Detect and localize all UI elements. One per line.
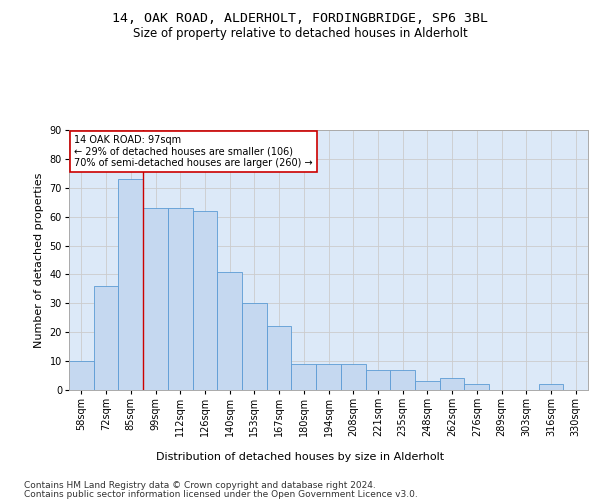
Bar xyxy=(464,384,489,390)
Y-axis label: Number of detached properties: Number of detached properties xyxy=(34,172,44,348)
Bar xyxy=(242,304,267,390)
Text: Contains public sector information licensed under the Open Government Licence v3: Contains public sector information licen… xyxy=(24,490,418,499)
Bar xyxy=(292,364,316,390)
Bar xyxy=(539,384,563,390)
Bar xyxy=(415,382,440,390)
Bar xyxy=(69,361,94,390)
Bar xyxy=(365,370,390,390)
Text: 14 OAK ROAD: 97sqm
← 29% of detached houses are smaller (106)
70% of semi-detach: 14 OAK ROAD: 97sqm ← 29% of detached hou… xyxy=(74,135,313,168)
Bar xyxy=(143,208,168,390)
Bar xyxy=(341,364,365,390)
Text: Distribution of detached houses by size in Alderholt: Distribution of detached houses by size … xyxy=(156,452,444,462)
Bar xyxy=(440,378,464,390)
Bar xyxy=(94,286,118,390)
Bar xyxy=(118,179,143,390)
Bar xyxy=(267,326,292,390)
Text: 14, OAK ROAD, ALDERHOLT, FORDINGBRIDGE, SP6 3BL: 14, OAK ROAD, ALDERHOLT, FORDINGBRIDGE, … xyxy=(112,12,488,26)
Bar xyxy=(390,370,415,390)
Text: Size of property relative to detached houses in Alderholt: Size of property relative to detached ho… xyxy=(133,28,467,40)
Bar xyxy=(193,211,217,390)
Bar xyxy=(168,208,193,390)
Bar xyxy=(217,272,242,390)
Bar xyxy=(316,364,341,390)
Text: Contains HM Land Registry data © Crown copyright and database right 2024.: Contains HM Land Registry data © Crown c… xyxy=(24,481,376,490)
